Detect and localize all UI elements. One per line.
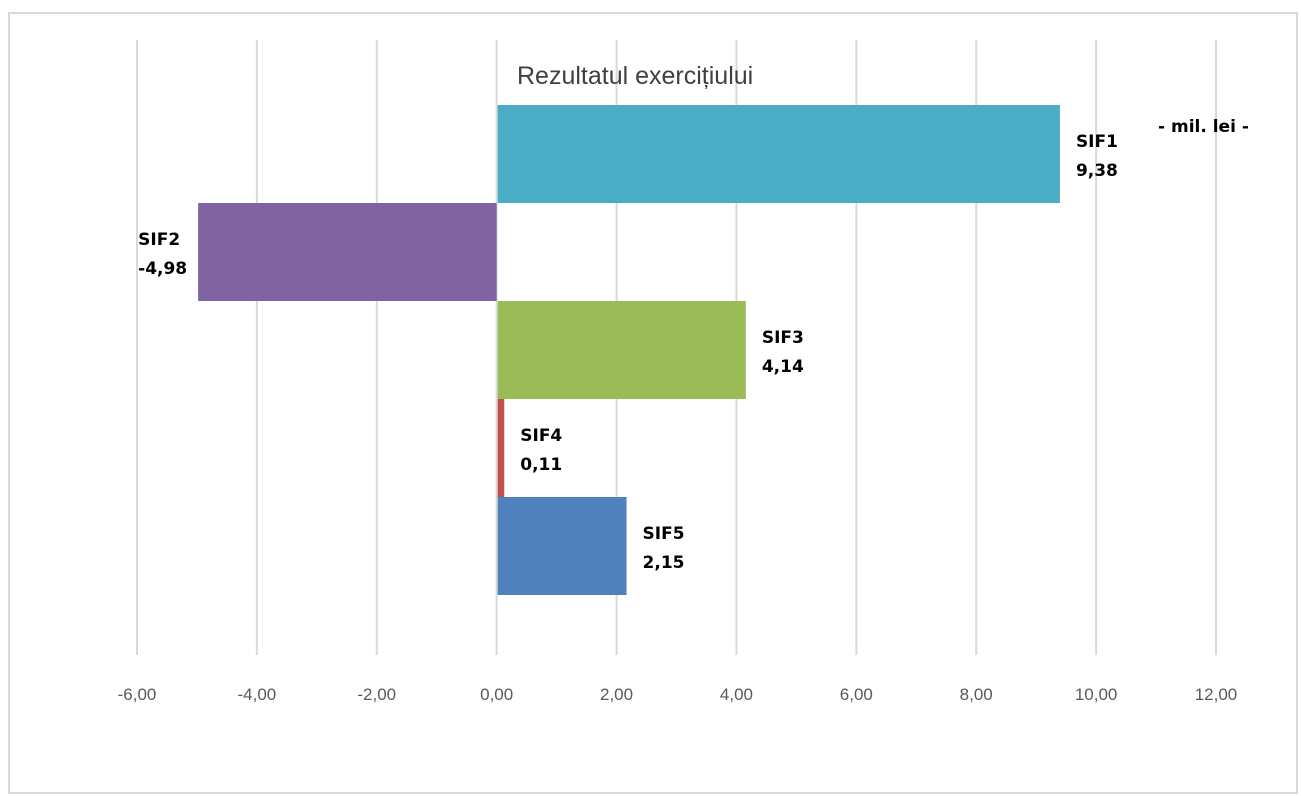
gridlines — [136, 40, 1217, 655]
bar-sif3 — [497, 301, 746, 399]
chart-title: Rezultatul exercițiului — [517, 62, 753, 90]
data-label-category: SIF5 — [643, 524, 685, 544]
x-tick-label: 6,00 — [840, 685, 873, 704]
x-axis-tick-labels: -6,00 -4,00 -2,00 0,00 2,00 4,00 6,00 8,00 10,00… — [118, 685, 1238, 704]
data-label-category: SIF1 — [1076, 132, 1118, 152]
unit-note: - mil. lei - — [1158, 117, 1249, 137]
x-tick-label: 0,00 — [480, 685, 513, 704]
bar-sif4 — [497, 399, 505, 497]
x-tick-label: 12,00 — [1195, 685, 1238, 704]
bar-sif5 — [497, 497, 627, 595]
data-label-category: SIF4 — [520, 426, 562, 446]
x-tick-label: 8,00 — [960, 685, 993, 704]
x-tick-label: -4,00 — [238, 685, 277, 704]
x-tick-label: 4,00 — [720, 685, 753, 704]
data-label-value: 0,11 — [520, 455, 562, 475]
bar-sif1 — [497, 105, 1060, 203]
data-label-value: 9,38 — [1076, 161, 1118, 181]
data-label-category: SIF3 — [762, 328, 804, 348]
data-label-value: -4,98 — [138, 259, 187, 279]
x-tick-label: -6,00 — [118, 685, 157, 704]
data-label-category: SIF2 — [138, 230, 180, 250]
data-label-value: 4,14 — [762, 357, 804, 377]
x-tick-label: -2,00 — [357, 685, 396, 704]
x-tick-label: 2,00 — [600, 685, 633, 704]
x-tick-label: 10,00 — [1075, 685, 1118, 704]
bars — [198, 105, 1060, 595]
bar-sif2 — [198, 203, 497, 301]
data-labels: SIF1 9,38 SIF2 -4,98 SIF3 4,14 SIF4 0,11 SIF5 2,1… — [138, 132, 1118, 573]
data-label-value: 2,15 — [643, 553, 685, 573]
